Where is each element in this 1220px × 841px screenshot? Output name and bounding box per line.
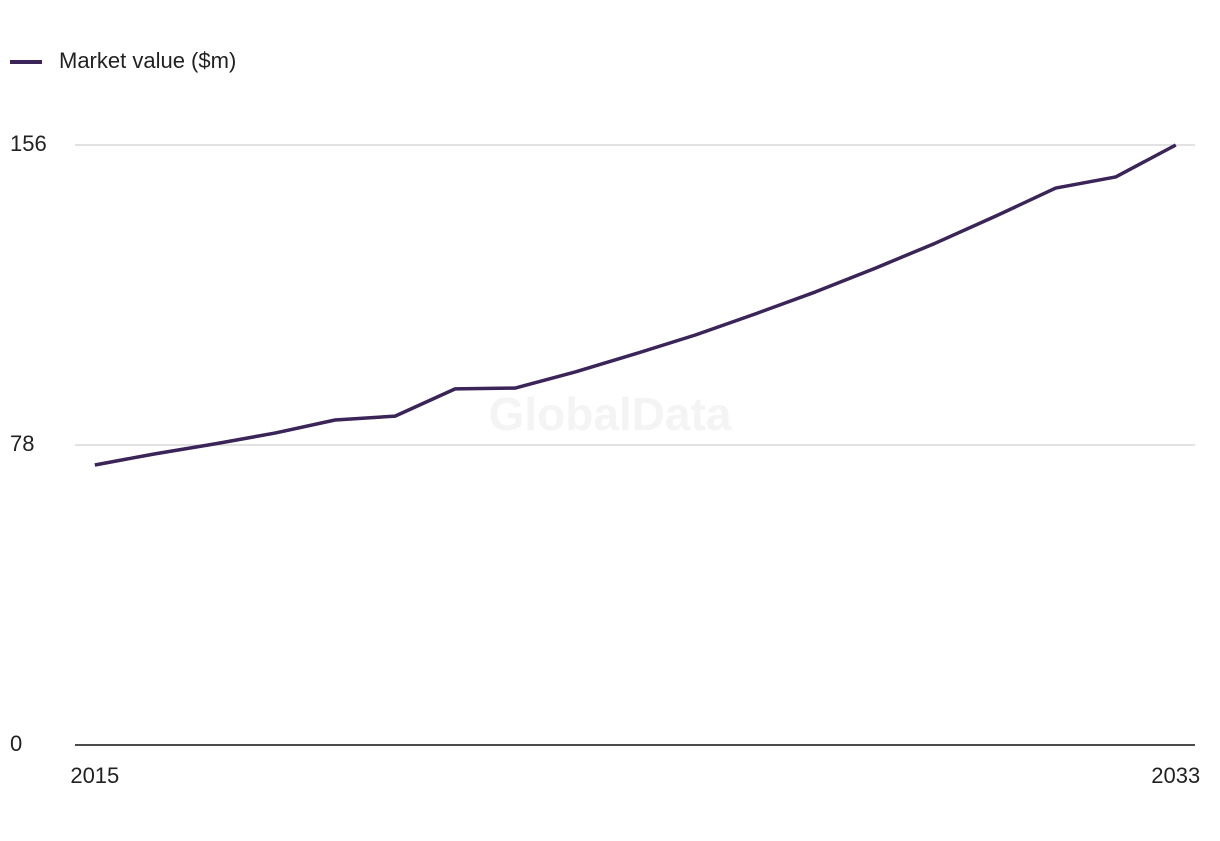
y-tick-label: 0 bbox=[10, 731, 22, 756]
x-tick-label: 2033 bbox=[1151, 763, 1200, 788]
y-tick-label: 78 bbox=[10, 431, 34, 456]
line bbox=[94, 143, 1177, 467]
watermark: GlobalData bbox=[489, 388, 732, 440]
y-tick-label: 156 bbox=[10, 131, 47, 156]
legend-label: Market value ($m) bbox=[59, 48, 236, 73]
x-tick-label: 2015 bbox=[70, 763, 119, 788]
